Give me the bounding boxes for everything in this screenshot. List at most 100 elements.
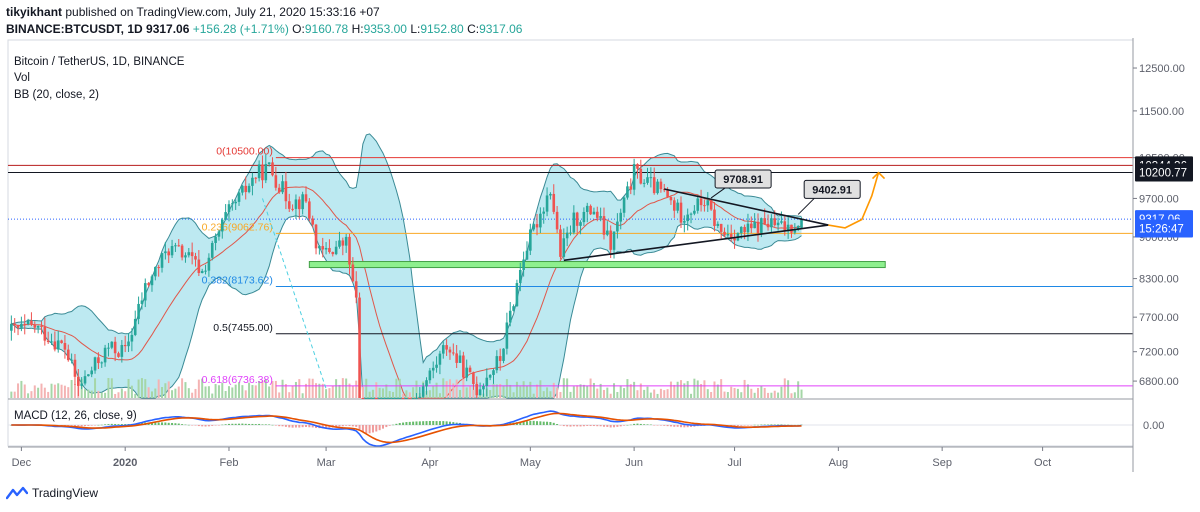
macd-histogram-bar	[753, 424, 756, 426]
candle-body	[73, 359, 77, 377]
volume-bar	[753, 392, 756, 398]
macd-histogram-bar	[211, 425, 214, 426]
volume-bar	[97, 390, 100, 398]
volume-bar	[572, 386, 575, 398]
macd-histogram-bar	[104, 424, 107, 425]
macd-histogram-bar	[284, 425, 287, 427]
macd-legend[interactable]: MACD (12, 26, close, 9)	[14, 410, 137, 422]
low-label: L:	[410, 22, 421, 36]
candle-body	[297, 199, 301, 210]
candle-body	[609, 230, 612, 250]
bb-legend[interactable]: BB (20, close, 2)	[14, 89, 100, 101]
candle-body	[231, 203, 234, 205]
candle-body	[649, 177, 653, 179]
candle-body	[529, 229, 532, 251]
macd-histogram-bar	[167, 422, 170, 425]
x-tick-label: Mar	[317, 457, 336, 469]
close-label: C:	[467, 22, 480, 36]
volume-bar	[512, 392, 515, 398]
macd-histogram-bar	[619, 425, 622, 427]
macd-histogram-bar	[361, 425, 364, 433]
volume-bar	[221, 382, 224, 398]
volume-bar	[663, 390, 666, 398]
candlesticks	[10, 154, 803, 399]
candle-body	[197, 259, 201, 274]
candle-body	[739, 226, 743, 234]
candle-body	[562, 238, 566, 257]
macd-histogram-bar	[549, 421, 552, 425]
volume-bar	[248, 382, 251, 398]
macd-histogram-bar	[117, 424, 120, 425]
volume-bar	[134, 393, 137, 398]
volume-bar	[462, 378, 465, 398]
macd-histogram-bar	[281, 425, 284, 427]
volume-bar	[288, 392, 291, 398]
volume-bar	[740, 392, 743, 398]
volume-bar	[355, 380, 358, 398]
volume-bar	[281, 379, 284, 398]
candle-body	[485, 377, 489, 387]
macd-histogram-bar	[613, 425, 616, 428]
macd-histogram-bar	[643, 424, 646, 425]
candle-body	[612, 231, 616, 250]
footer-brand[interactable]: TradingView	[6, 486, 98, 500]
volume-bar	[304, 383, 307, 398]
volume-bar	[114, 393, 117, 398]
volume-legend[interactable]: Vol	[14, 72, 30, 84]
candle-body	[555, 211, 559, 230]
volume-bar	[84, 389, 87, 398]
symbol-label[interactable]: BINANCE:BTCUSDT, 1D	[6, 22, 143, 36]
macd-histogram-bar	[77, 425, 80, 427]
symbol-legend[interactable]: Bitcoin / TetherUS, 1D, BINANCE	[14, 56, 185, 68]
macd-histogram-bar	[659, 425, 662, 426]
candle-body	[569, 232, 572, 234]
macd-histogram-bar	[238, 423, 241, 425]
candle-body	[796, 226, 800, 230]
volume-bar	[13, 391, 16, 398]
volume-bar	[489, 390, 492, 398]
candle-body	[428, 370, 432, 381]
candle-body	[656, 181, 659, 194]
macd-histogram-bar	[378, 425, 381, 431]
volume-bar	[241, 385, 244, 398]
projection-arrowhead	[871, 171, 886, 180]
macd-histogram-bar	[214, 425, 217, 426]
volume-bar	[87, 389, 90, 398]
macd-signal-line	[11, 412, 802, 444]
volume-bar	[120, 388, 123, 398]
x-tick-label: Oct	[1034, 457, 1051, 469]
macd-histogram-bar	[388, 425, 391, 426]
candle-body	[552, 193, 556, 212]
volume-bar	[351, 385, 354, 398]
macd-histogram-bar	[174, 423, 177, 425]
volume-bar	[679, 380, 682, 398]
volume-bar	[47, 391, 50, 398]
volume-bar	[529, 381, 532, 398]
volume-bar	[556, 387, 559, 398]
volume-bar	[325, 389, 328, 398]
candle-body	[328, 247, 331, 253]
candle-body	[713, 209, 716, 226]
candle-body	[257, 164, 261, 179]
volume-bar	[613, 383, 616, 398]
volume-bar	[107, 378, 110, 398]
volume-bar	[569, 391, 572, 398]
macd-histogram-bar	[244, 423, 247, 425]
candle-body	[709, 200, 713, 210]
volume-bar	[472, 389, 475, 398]
macd-histogram-bar	[171, 422, 174, 425]
macd-histogram-bar	[780, 424, 783, 425]
volume-bar	[348, 383, 351, 398]
open-label: O:	[292, 22, 305, 36]
macd-histogram-bar	[686, 425, 689, 428]
volume-bar	[505, 379, 508, 398]
ohlc-line: BINANCE:BTCUSDT, 1D 9317.06 +156.28 (+1.…	[6, 22, 522, 36]
drawings: 9708.91 9402.91	[563, 169, 886, 262]
volume-bar	[623, 388, 626, 398]
candle-body	[56, 340, 60, 350]
author-name[interactable]: tikyikhant	[6, 5, 63, 19]
candle-body	[368, 398, 371, 399]
macd-histogram-bar	[408, 421, 411, 425]
candle-body	[204, 270, 207, 272]
